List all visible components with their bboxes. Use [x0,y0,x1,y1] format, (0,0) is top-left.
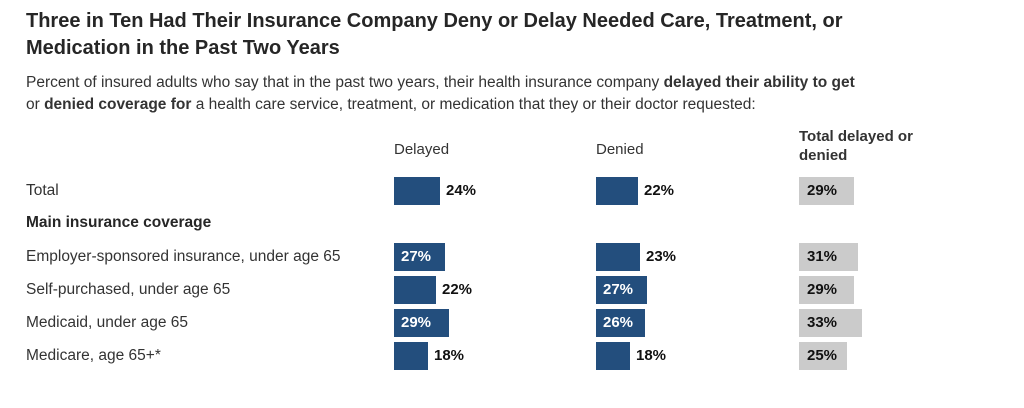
chart-title: Three in Ten Had Their Insurance Company… [26,8,1011,62]
chart-title-line2: Medication in the Past Two Years [26,37,340,59]
total-box-total: 29% [799,177,854,205]
chart-subtitle: Percent of insured adults who say that i… [26,72,1011,116]
column-header-delayed: Delayed [394,141,450,158]
bar [596,342,630,370]
total-value-label: 29% [807,281,838,298]
delayed-bar-self-purchased: 22% [394,276,472,304]
subtitle-text: Percent of insured adults who say that i… [26,74,664,91]
chart-subtitle-line1: Percent of insured adults who say that i… [26,72,1011,94]
section-header: Main insurance coverage [26,214,212,231]
bar [394,177,440,205]
bar-value-label: 27% [603,281,634,298]
category-label-total: Total [26,182,59,199]
bar-value-label: 29% [401,314,432,331]
total-value-label: 29% [807,182,838,199]
bar: 29% [394,309,449,337]
bar [394,342,428,370]
chart-title-line1: Three in Ten Had Their Insurance Company… [26,10,843,32]
total-box-employer: 31% [799,243,858,271]
total-value-label: 31% [807,248,838,265]
category-label-medicaid: Medicaid, under age 65 [26,314,189,331]
category-label-medicare: Medicare, age 65+* [26,347,161,364]
total-box-medicaid: 33% [799,309,862,337]
total-value-label: 25% [807,347,838,364]
denied-bar-medicare: 18% [596,342,666,370]
denied-bar-self-purchased: 27% [596,276,647,304]
delayed-bar-medicare: 18% [394,342,464,370]
column-header-total: Total delayed or denied [799,128,913,164]
delayed-bar-total: 24% [394,177,476,205]
bar-value-label: 26% [603,314,634,331]
bar-value-label: 18% [636,347,667,364]
bar-value-label: 24% [446,182,477,199]
category-label-employer: Employer-sponsored insurance, under age … [26,248,341,265]
bar [596,243,640,271]
subtitle-text: or [26,96,45,113]
bar-value-label: 22% [442,281,473,298]
bar-value-label: 27% [401,248,432,265]
total-value-label: 33% [807,314,838,331]
column-header-denied: Denied [596,141,644,158]
total-box-self-purchased: 29% [799,276,854,304]
chart-subtitle-line2: or denied coverage for a health care ser… [26,94,1011,116]
subtitle-bold-denied: denied coverage for [44,96,192,113]
delayed-bar-medicaid: 29% [394,309,449,337]
denied-bar-employer: 23% [596,243,676,271]
bar-value-label: 18% [434,347,465,364]
denied-bar-medicaid: 26% [596,309,645,337]
bar [394,276,436,304]
denied-bar-total: 22% [596,177,674,205]
bar-value-label: 22% [644,182,675,199]
category-label-self-purchased: Self-purchased, under age 65 [26,281,231,298]
bar: 27% [394,243,445,271]
bar: 27% [596,276,647,304]
total-box-medicare: 25% [799,342,847,370]
delayed-bar-employer: 27% [394,243,445,271]
subtitle-bold-delayed: delayed their ability to get [663,74,855,91]
subtitle-text: a health care service, treatment, or med… [191,96,756,113]
bar [596,177,638,205]
bar-value-label: 23% [646,248,677,265]
bar: 26% [596,309,645,337]
